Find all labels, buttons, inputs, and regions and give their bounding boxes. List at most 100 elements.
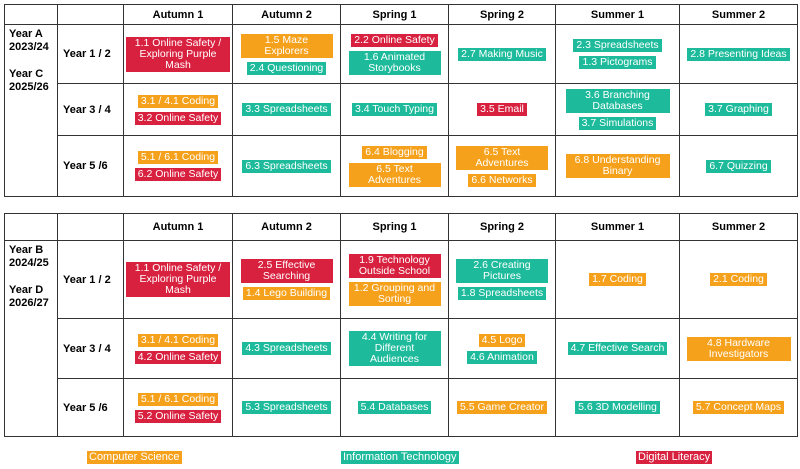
unit-tag: 6.4 Blogging xyxy=(362,145,427,159)
term-header: Spring 1 xyxy=(340,4,449,25)
lesson-cell: 2.6 Creating Pictures 1.8 Spreadsheets xyxy=(448,240,556,319)
unit-tag: 4.3 Spreadsheets xyxy=(242,342,331,355)
unit-tag: 3.1 / 4.1 Coding xyxy=(137,94,219,108)
lesson-cell: 2.8 Presenting Ideas xyxy=(679,24,798,84)
unit-tag: 1.2 Grouping and Sorting xyxy=(348,281,441,306)
unit-tag: 6.6 Networks xyxy=(468,173,536,187)
unit-tag: 5.6 3D Modelling xyxy=(575,401,660,414)
unit-tag: 3.6 Branching Databases xyxy=(565,89,670,113)
unit-tag: 5.1 / 6.1 Coding xyxy=(137,392,219,406)
unit-tag: 6.5 Text Adventures xyxy=(456,145,548,170)
lesson-cell: 3.1 / 4.1 Coding 4.2 Online Safety xyxy=(123,318,233,379)
lesson-cell: 4.8 Hardware Investigators xyxy=(679,318,798,379)
year-row: Year 3 / 4 3.1 / 4.1 Coding 4.2 Online Saf… xyxy=(5,318,798,379)
lesson-cell: 3.1 / 4.1 Coding 3.2 Online Safety xyxy=(123,83,233,136)
lesson-cell: 1.9 Technology Outside School 1.2 Groupin… xyxy=(340,240,449,319)
unit-tag: 5.7 Concept Maps xyxy=(692,401,785,414)
year-row: Year B 2024/25 Year D 2026/27 Year 1 / 2 1.1 … xyxy=(4,240,798,437)
lesson-cell: 6.8 Understanding Binary xyxy=(555,135,680,197)
unit-tag: 1.1 Online Safety / Exploring Purple Mas… xyxy=(126,262,230,297)
lesson-cell: 4.7 Effective Search xyxy=(555,318,680,379)
year-row: Year 3 / 4 3.1 / 4.1 Coding 3.2 Online Saf… xyxy=(5,83,798,136)
unit-tag: 5.1 / 6.1 Coding xyxy=(137,151,219,164)
year-row: Year 5 /6 5.1 / 6.1 Coding 6.2 Online Safe… xyxy=(5,135,798,197)
lesson-cell: 4.4 Writing for Different Audiences xyxy=(340,318,449,379)
year-label: 2024/25 xyxy=(9,257,49,269)
year-row: Year A 2023/24 Year C 2025/26 Year 1 / 2 1.1 … xyxy=(4,24,798,197)
term-header: Summer 2 xyxy=(679,4,798,25)
lesson-cell: 3.5 Email xyxy=(448,83,556,136)
lesson-cell: 6.7 Quizzing xyxy=(679,135,798,197)
lesson-cell: 2.5 Effective Searching 1.4 Lego Building xyxy=(232,240,341,319)
schedule-table: Autumn 1 Autumn 2 Spring 1 Spring 2 Summer 1… xyxy=(4,4,798,197)
year-labels: Year A 2023/24 Year C 2025/26 xyxy=(4,24,58,197)
corner-cell xyxy=(4,4,58,25)
lesson-cell: 1.5 Maze Explorers 2.4 Questioning xyxy=(232,24,341,84)
unit-tag: 3.5 Email xyxy=(477,103,527,116)
legend-item: Digital Literacy xyxy=(636,451,713,464)
unit-tag: 2.5 Effective Searching xyxy=(240,259,333,283)
lesson-cell: 4.5 Logo 4.6 Animation xyxy=(448,318,556,379)
unit-tag: 1.5 Maze Explorers xyxy=(240,33,333,58)
term-header: Autumn 2 xyxy=(232,213,341,241)
term-header: Summer 1 xyxy=(555,213,680,241)
row-label: Year 1 / 2 xyxy=(57,24,124,84)
unit-tag: 1.4 Lego Building xyxy=(242,287,331,300)
unit-tag: 5.5 Game Creator xyxy=(456,401,548,414)
year-label: Year C xyxy=(9,68,44,80)
lesson-cell: 4.3 Spreadsheets xyxy=(232,318,341,379)
lesson-cell: 2.7 Making Music xyxy=(448,24,556,84)
legend-item: Computer Science xyxy=(87,451,182,464)
lesson-cell: 2.3 Spreadsheets 1.3 Pictograms xyxy=(555,24,680,84)
lesson-cell: 5.6 3D Modelling xyxy=(555,378,680,437)
lesson-cell: 6.5 Text Adventures 6.6 Networks xyxy=(448,135,556,197)
unit-tag: 4.2 Online Safety xyxy=(134,350,222,364)
unit-tag: 4.4 Writing for Different Audiences xyxy=(348,331,441,366)
row-label: Year 1 / 2 xyxy=(57,240,124,319)
unit-tag: 1.6 Animated Storybooks xyxy=(348,50,441,75)
lesson-cell: 2.1 Coding xyxy=(679,240,798,319)
term-header: Summer 2 xyxy=(679,213,798,241)
unit-tag: 3.7 Simulations xyxy=(578,117,657,130)
unit-tag: 2.7 Making Music xyxy=(458,47,546,61)
term-header: Autumn 1 xyxy=(123,4,233,25)
unit-tag: 3.2 Online Safety xyxy=(134,111,222,125)
row-label: Year 3 / 4 xyxy=(57,83,124,136)
corner-cell xyxy=(4,213,58,241)
unit-tag: 3.3 Spreadsheets xyxy=(242,103,331,116)
unit-tag: 2.2 Online Safety xyxy=(351,33,438,47)
unit-tag: 1.3 Pictograms xyxy=(579,56,656,69)
lesson-cell: 5.7 Concept Maps xyxy=(679,378,798,437)
unit-tag: 1.1 Online Safety / Exploring Purple Mas… xyxy=(126,36,230,72)
lesson-cell: 3.3 Spreadsheets xyxy=(232,83,341,136)
row-label: Year 5 /6 xyxy=(57,378,124,437)
unit-tag: 6.2 Online Safety xyxy=(134,168,222,181)
unit-tag: 6.5 Text Adventures xyxy=(348,162,441,187)
lesson-cell: 3.7 Graphing xyxy=(679,83,798,136)
lesson-cell: 5.3 Spreadsheets xyxy=(232,378,341,437)
unit-tag: 2.3 Spreadsheets xyxy=(573,39,662,52)
unit-tag: 4.8 Hardware Investigators xyxy=(686,336,791,361)
unit-tag: 6.8 Understanding Binary xyxy=(565,154,670,178)
unit-tag: 3.1 / 4.1 Coding xyxy=(137,333,219,347)
unit-tag: 4.5 Logo xyxy=(478,333,526,347)
unit-tag: 3.4 Touch Typing xyxy=(351,103,437,116)
year-labels: Year B 2024/25 Year D 2026/27 xyxy=(4,240,58,437)
lesson-cell: 3.4 Touch Typing xyxy=(340,83,449,136)
unit-tag: 4.7 Effective Search xyxy=(567,342,668,355)
year-label: Year B xyxy=(9,244,44,256)
row-label: Year 3 / 4 xyxy=(57,318,124,379)
unit-tag: 2.6 Creating Pictures xyxy=(456,259,548,283)
unit-tag: 5.3 Spreadsheets xyxy=(242,401,331,414)
corner-cell xyxy=(57,213,124,241)
year-label: 2025/26 xyxy=(9,81,49,93)
year-label: 2023/24 xyxy=(9,41,49,53)
term-header: Spring 2 xyxy=(448,213,556,241)
unit-tag: 1.9 Technology Outside School xyxy=(348,253,441,278)
unit-tag: 5.4 Databases xyxy=(357,401,432,414)
corner-cell xyxy=(57,4,124,25)
lesson-cell: 3.6 Branching Databases 3.7 Simulations xyxy=(555,83,680,136)
unit-tag: 2.4 Questioning xyxy=(246,61,327,75)
term-header: Autumn 1 xyxy=(123,213,233,241)
unit-tag: 6.7 Quizzing xyxy=(706,159,771,173)
